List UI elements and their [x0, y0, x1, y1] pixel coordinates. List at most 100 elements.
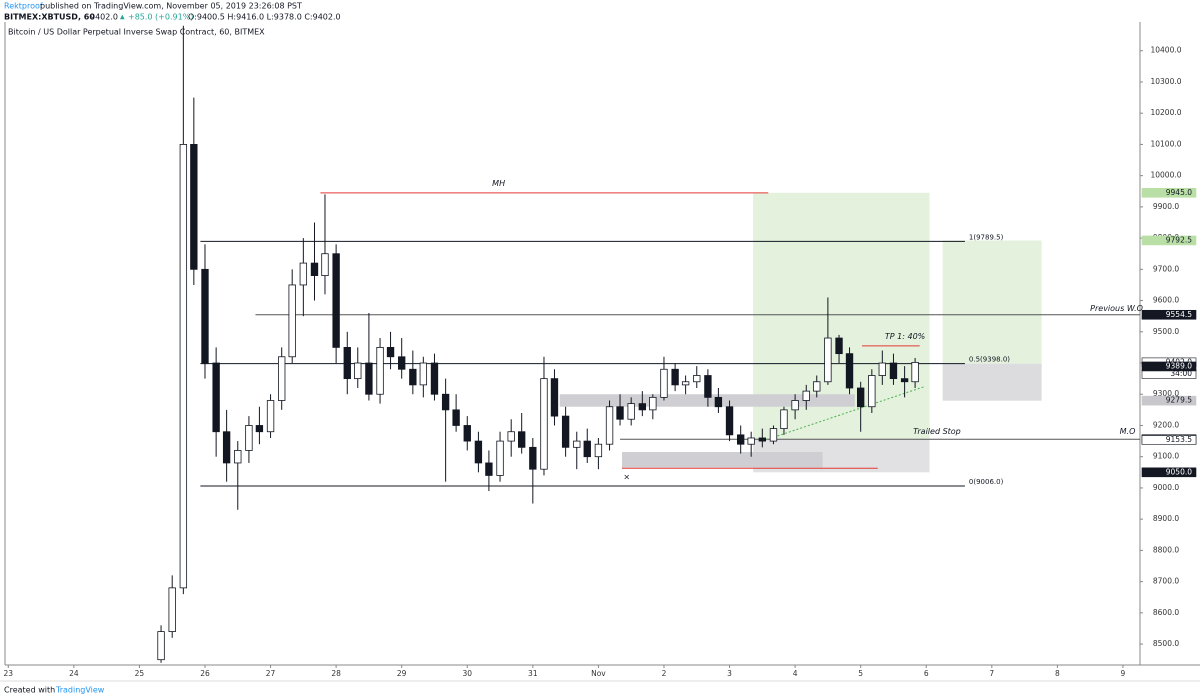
- footer-created: Created with: [4, 686, 55, 695]
- candle-body: [605, 406, 614, 445]
- candle-body: [540, 378, 548, 470]
- candle-body: [693, 375, 701, 383]
- y-tick-label: 9300.0: [1153, 389, 1179, 398]
- candle-body: [496, 440, 504, 476]
- candle-body: [627, 403, 635, 420]
- price-tag: [1141, 435, 1197, 445]
- x-tick-label: 9: [1121, 669, 1126, 678]
- price-tag-label: 9279.5: [1166, 396, 1192, 405]
- x-tick-label: 27: [266, 669, 276, 678]
- price-tag-label: 9153.5: [1166, 435, 1192, 444]
- candle-body: [845, 353, 854, 389]
- x-tick-label: 31: [528, 669, 538, 678]
- x-tick-label: Nov: [591, 669, 606, 678]
- chart-title: Bitcoin / US Dollar Perpetual Inverse Sw…: [8, 28, 265, 37]
- y-tick-label: 10400.0: [1150, 46, 1181, 55]
- candle-body: [573, 440, 581, 448]
- candle-body: [758, 437, 767, 442]
- y-tick-label: 9600.0: [1153, 296, 1179, 305]
- candle-body: [299, 262, 308, 286]
- candle-body: [638, 403, 647, 411]
- y-tick-label: 8700.0: [1153, 577, 1179, 586]
- candle-body: [452, 409, 460, 426]
- y-tick-label: 9500.0: [1153, 327, 1179, 336]
- candle-body: [878, 362, 886, 376]
- price-tag: [1141, 361, 1197, 372]
- annotation: M.O: [1120, 427, 1136, 436]
- level-label: 0(9006.0): [969, 478, 1004, 486]
- candle-body: [157, 631, 165, 661]
- y-tick-label: 8500.0: [1153, 639, 1179, 648]
- candle-body: [365, 362, 373, 395]
- author[interactable]: Rektproof: [4, 2, 43, 11]
- zone-box: [942, 363, 1042, 401]
- x-tick-label: 30: [462, 669, 472, 678]
- annotation: MH: [492, 179, 505, 188]
- candle-body: [911, 361, 919, 383]
- candle-body: [649, 396, 657, 411]
- candle-body: [769, 428, 778, 442]
- x-tick-label: 23: [4, 669, 14, 678]
- y-tick-label: 9000.0: [1153, 483, 1179, 492]
- price-tag: [1141, 309, 1197, 320]
- candle-body: [802, 390, 810, 401]
- candle-body: [398, 356, 406, 370]
- x-tick-label: 8: [1055, 669, 1060, 678]
- candle-body: [222, 431, 231, 464]
- zone-box: [942, 240, 1042, 364]
- x-tick-label: 7: [989, 669, 994, 678]
- candle-body: [835, 337, 843, 355]
- candle-body: [856, 387, 865, 408]
- candle-body: [474, 440, 483, 464]
- candle-body: [507, 431, 515, 442]
- x-tick-label: 2: [662, 669, 667, 678]
- candle-body: [594, 443, 603, 458]
- annotation: Previous W.O: [1090, 304, 1143, 313]
- x-tick-label: 28: [331, 669, 341, 678]
- candle-body: [441, 393, 450, 411]
- candle-body: [332, 253, 340, 348]
- candle-body: [714, 396, 723, 408]
- price-tag: [1141, 467, 1197, 478]
- candle-body: [737, 434, 745, 445]
- x-tick-label: 6: [924, 669, 929, 678]
- footer-brand[interactable]: TradingView: [55, 686, 105, 695]
- y-tick-label: 10000.0: [1150, 171, 1181, 180]
- x-tick-label: 29: [397, 669, 407, 678]
- price-tag: [1141, 235, 1197, 246]
- candle-body: [234, 450, 242, 464]
- candle-body: [409, 368, 417, 386]
- y-tick-label: 9700.0: [1153, 264, 1179, 273]
- candle-body: [561, 415, 570, 448]
- candle-body: [616, 406, 624, 420]
- annotation: Trailed Stop: [913, 427, 961, 436]
- y-tick-label: 10300.0: [1150, 77, 1181, 86]
- price-tag-label: 34:00: [1170, 369, 1192, 378]
- candle-body: [900, 378, 909, 383]
- level-label: 1(9789.5): [969, 233, 1004, 241]
- x-tick-label: 4: [793, 669, 798, 678]
- x-tick-label: 25: [135, 669, 145, 678]
- candle-body: [671, 368, 679, 386]
- candle-body: [278, 356, 286, 401]
- x-tick-label: 26: [200, 669, 210, 678]
- candle-body: [889, 362, 898, 380]
- candle-body: [354, 362, 362, 380]
- candle-body: [201, 268, 209, 364]
- candle-body: [791, 400, 799, 411]
- candle-body: [660, 368, 668, 398]
- candle-body: [813, 381, 821, 392]
- price-tag-label: 9050.0: [1166, 467, 1192, 476]
- y-tick-label: 8800.0: [1153, 545, 1179, 554]
- annotation: TP 1: 40%: [885, 332, 925, 341]
- change: +85.0 (+0.91%): [128, 13, 193, 22]
- candle-body: [212, 362, 220, 433]
- x-tick-label: 24: [69, 669, 79, 678]
- candle-body: [583, 440, 591, 458]
- candle-body: [386, 347, 395, 358]
- published: published on TradingView.com, November 0…: [40, 2, 302, 11]
- candle-body: [463, 425, 471, 442]
- candle-body: [288, 284, 296, 358]
- symbol: BITMEX:XBTUSD, 60: [4, 13, 95, 22]
